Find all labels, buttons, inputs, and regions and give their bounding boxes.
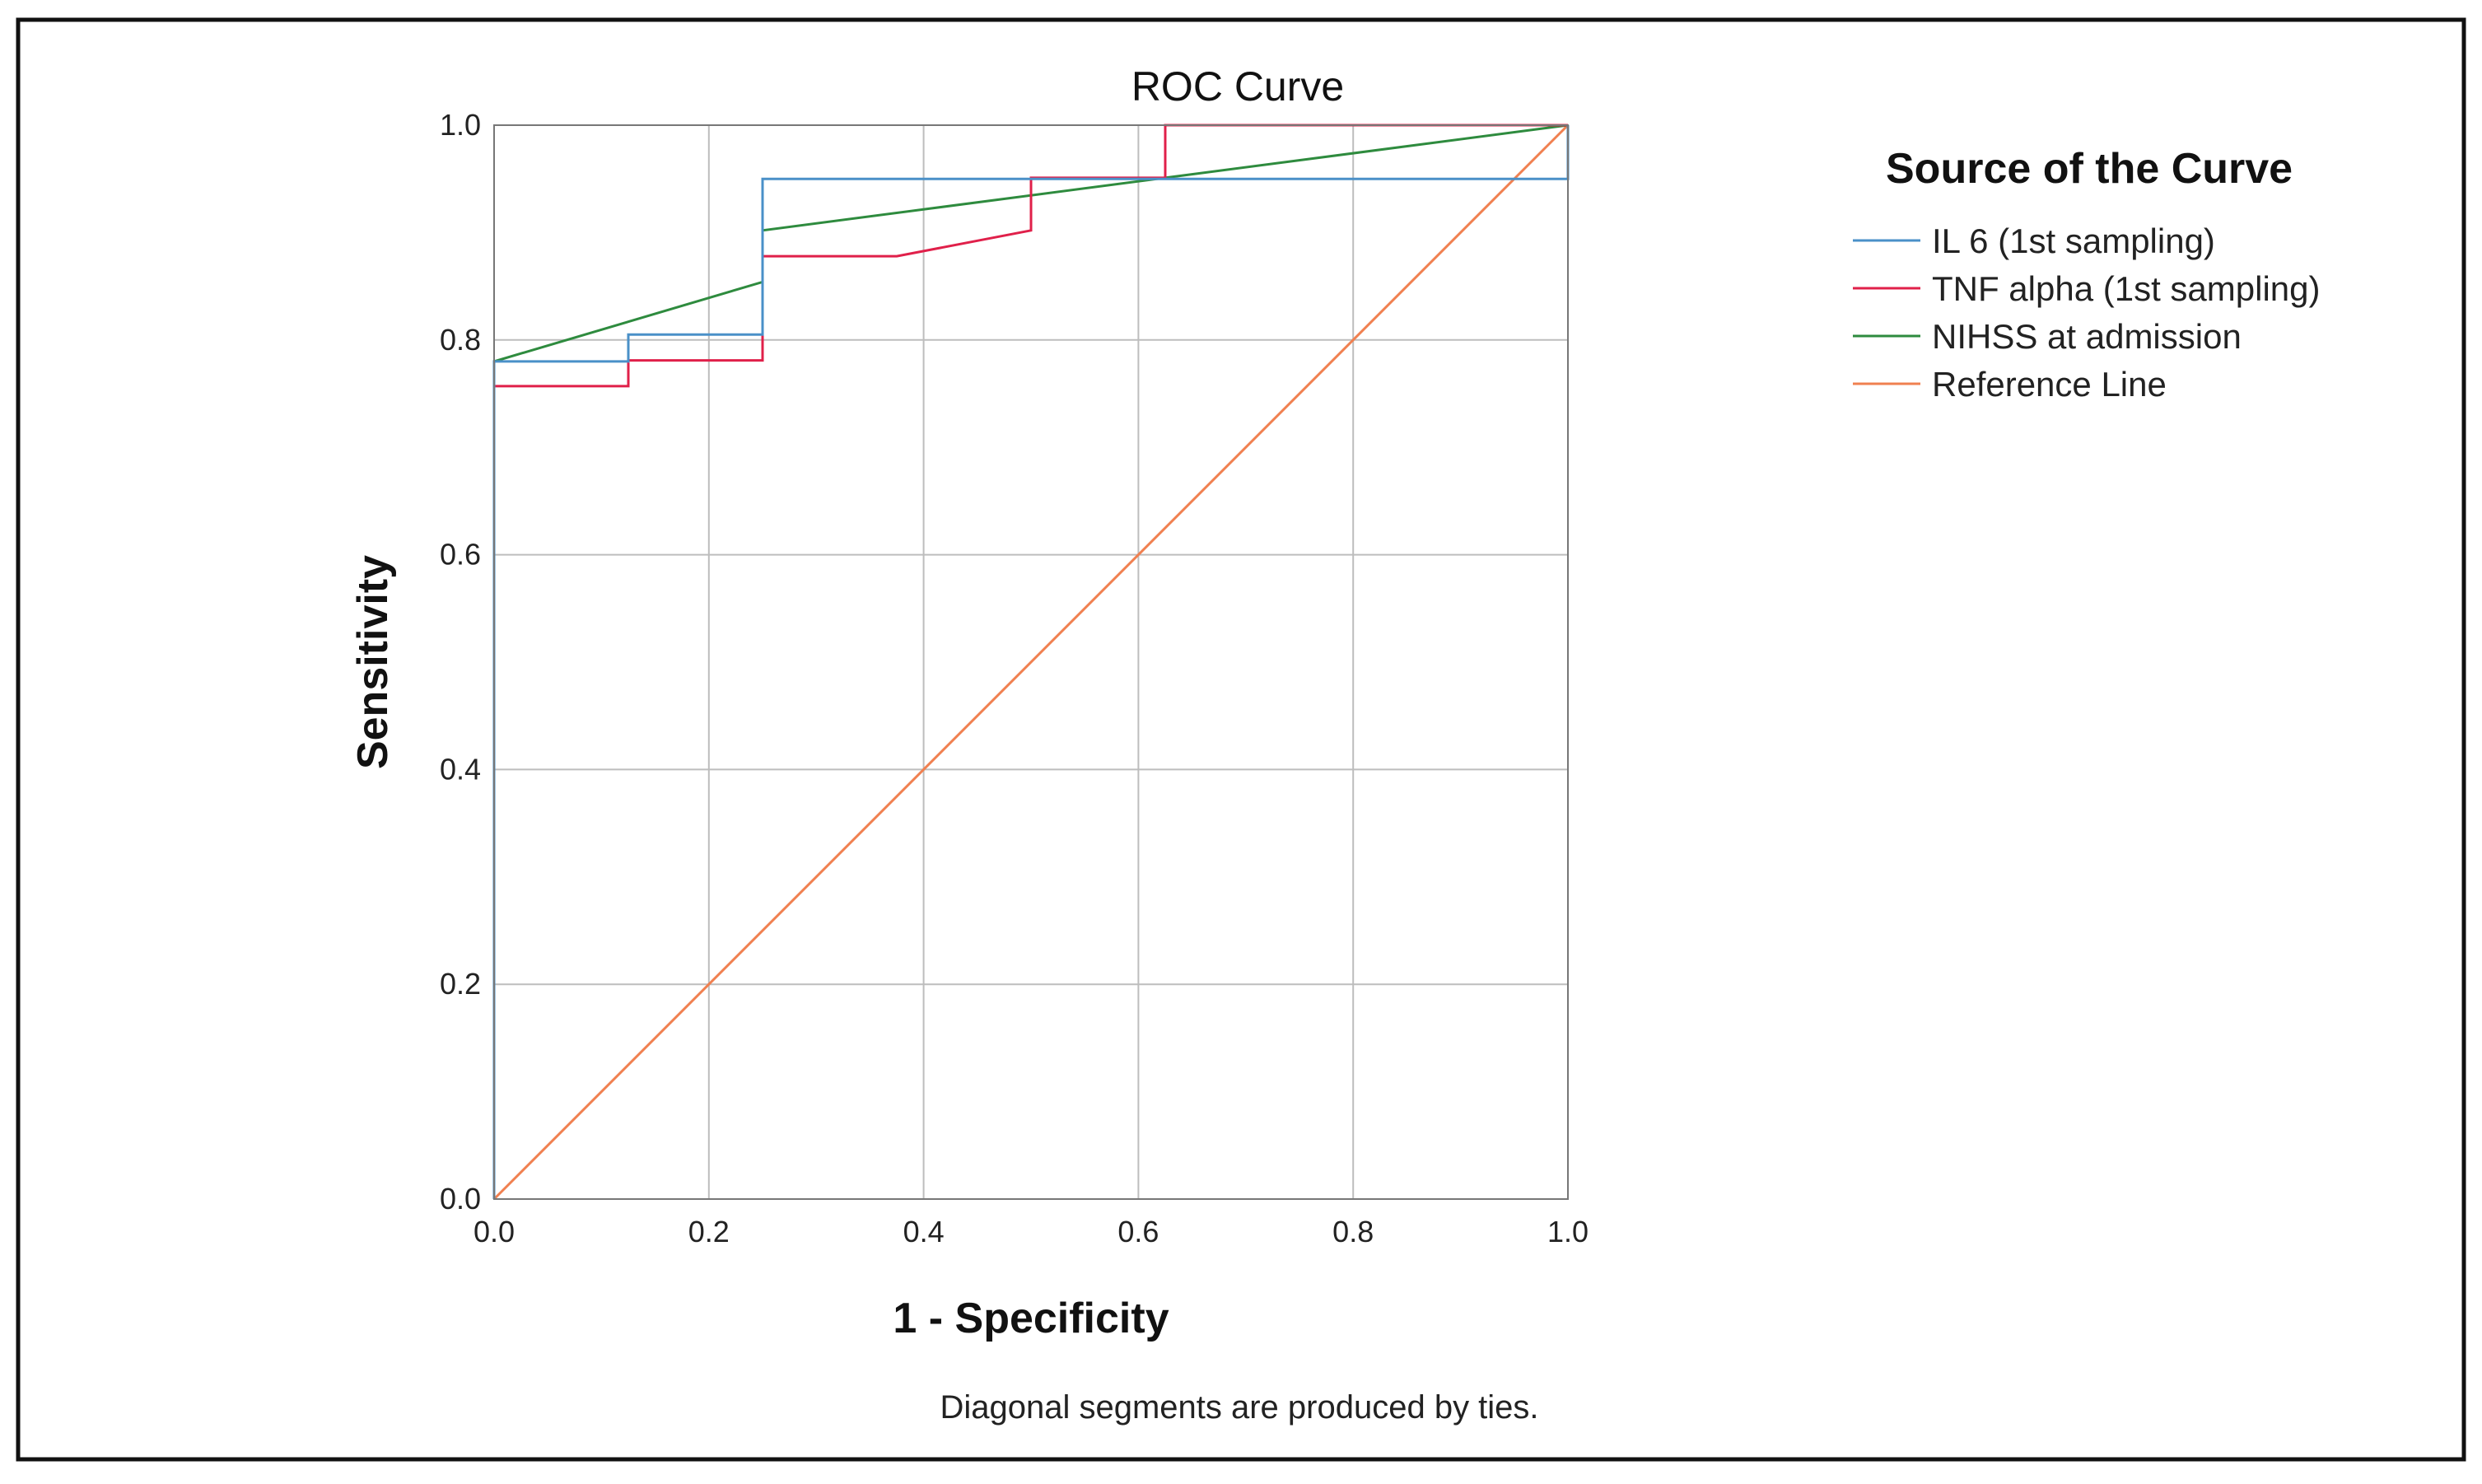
chart-title: ROC Curve (1131, 63, 1344, 110)
grid (494, 125, 1568, 1199)
legend-title: Source of the Curve (1886, 145, 2293, 193)
y-tick-label: 0.6 (440, 538, 481, 572)
series-line-tnf-alpha-1st-sampling (492, 124, 1568, 1199)
x-axis-label: 1 - Specificity (893, 1295, 1169, 1342)
x-tick-label: 0.6 (1117, 1215, 1159, 1248)
legend-label-nihss-at-admission: NIHSS at admission (1932, 317, 2242, 356)
footnote: Diagonal segments are produced by ties. (940, 1389, 1538, 1426)
x-tick-label: 0.8 (1332, 1215, 1374, 1248)
plot-frame (493, 124, 1569, 1200)
outer-frame (16, 17, 2466, 1462)
legend: IL 6 (1st sampling) TNF alpha (1st sampli… (1853, 222, 2321, 404)
legend-label-il-6-1st-sampling: IL 6 (1st sampling) (1932, 222, 2215, 260)
x-tick-label: 0.0 (474, 1215, 515, 1248)
legend-label-tnf-alpha-1st-sampling: TNF alpha (1st sampling) (1932, 269, 2321, 308)
x-tick-label: 0.4 (903, 1215, 945, 1248)
x-tick-labels: 0.0 0.2 0.4 0.6 0.8 1.0 (474, 1215, 1589, 1248)
y-tick-label: 0.0 (440, 1182, 481, 1216)
y-tick-label: 0.4 (440, 752, 481, 786)
series-line-il-6-1st-sampling (492, 125, 1570, 1199)
series-line-reference-line (492, 124, 1570, 1201)
legend-label-reference-line: Reference Line (1932, 365, 2167, 404)
y-tick-label: 1.0 (440, 108, 481, 142)
y-axis-label: Sensitivity (349, 555, 397, 769)
x-tick-label: 1.0 (1547, 1215, 1589, 1248)
x-tick-label: 0.2 (688, 1215, 730, 1248)
y-tick-label: 0.8 (440, 323, 481, 357)
y-tick-label: 0.2 (440, 967, 481, 1001)
y-tick-labels: 0.0 0.2 0.4 0.6 0.8 1.0 (440, 108, 481, 1216)
